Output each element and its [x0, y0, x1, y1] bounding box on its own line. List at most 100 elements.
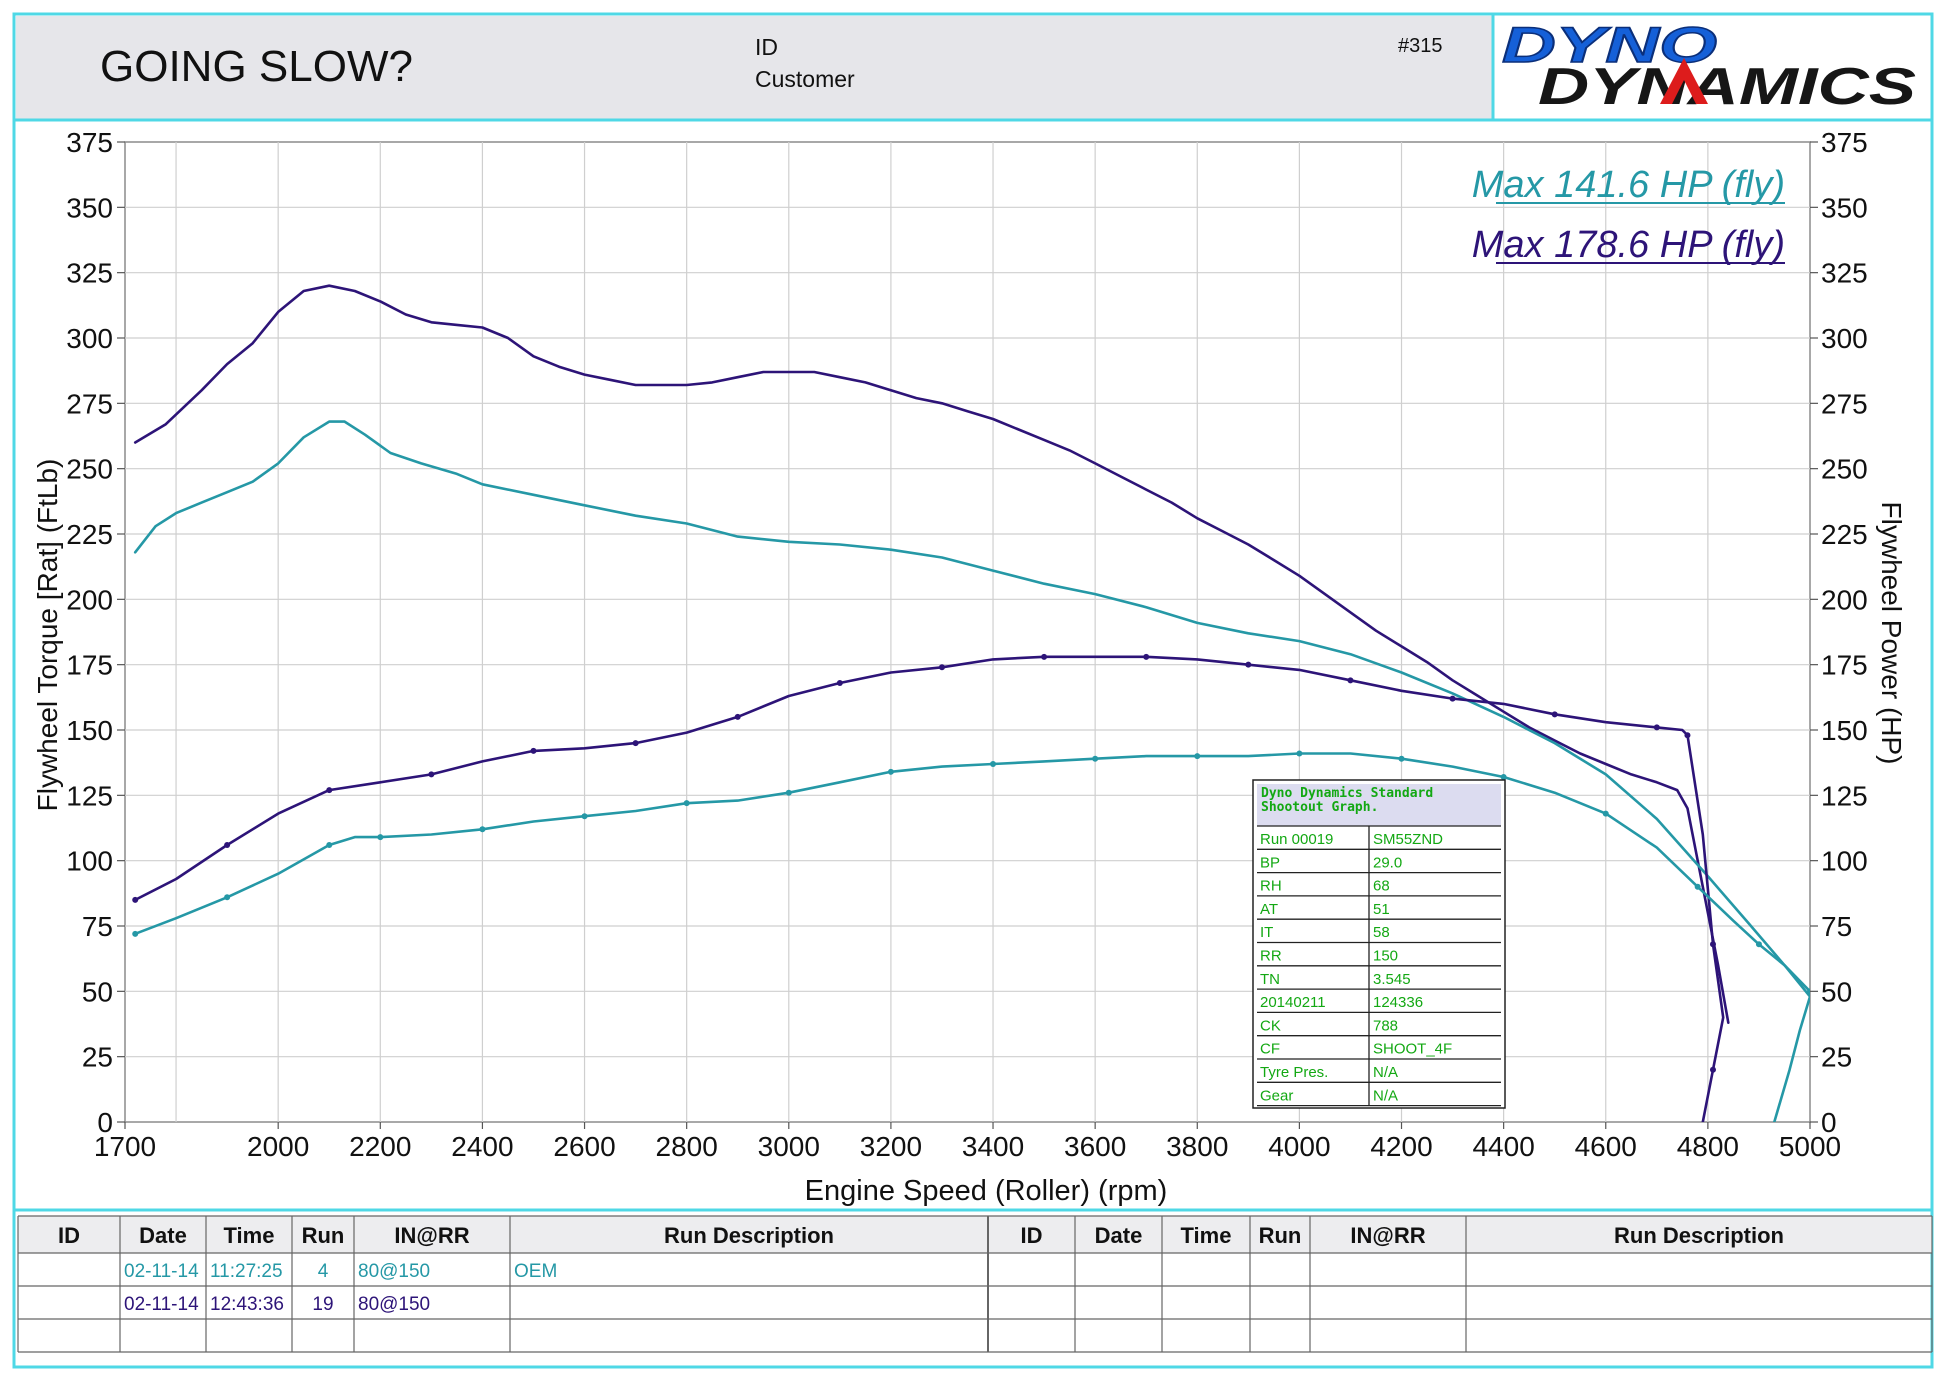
power-marker [1347, 677, 1354, 684]
y-tick-label-left: 25 [82, 1042, 113, 1073]
info-row-value: N/A [1373, 1087, 1398, 1104]
logo-background [1497, 18, 1929, 117]
y-tick-label-right: 0 [1821, 1107, 1837, 1138]
y-tick-label-right: 125 [1821, 780, 1868, 811]
info-row-value: N/A [1373, 1064, 1398, 1081]
power-marker [1709, 941, 1716, 948]
x-tick-label: 1700 [94, 1131, 156, 1162]
info-row-value: 58 [1373, 924, 1390, 941]
info-row-value: 3.545 [1373, 971, 1411, 988]
info-box-title-line1: Dyno Dynamics Standard [1261, 786, 1433, 801]
y-tick-label-left: 75 [82, 911, 113, 942]
table-cell: 12:43:36 [210, 1294, 284, 1315]
table-cell: 19 [312, 1294, 333, 1315]
info-box-frame [1252, 779, 1506, 1109]
table-header-cell: IN@RR [1350, 1223, 1425, 1248]
legend-max-hp-run19: Max 178.6 HP (fly) [1472, 224, 1785, 266]
run-table: ID Date Time Run IN@RR Run Description ID Date T… [14, 1208, 1933, 1353]
power-marker [683, 800, 690, 807]
info-box-header [1257, 784, 1501, 826]
power-marker [530, 747, 537, 754]
y-axis-label-left: Flywheel Torque [Rat] (FtLb) [32, 459, 63, 812]
y-tick-label-right: 350 [1821, 192, 1868, 223]
x-tick-label: 4200 [1370, 1131, 1432, 1162]
y-tick-label-left: 300 [66, 323, 113, 354]
y-tick-label-right: 100 [1821, 846, 1868, 877]
info-row-value: SHOOT_4F [1373, 1041, 1452, 1058]
y-tick-labels-right: 0 25 50 75 100 125 150 175 200 225 250 275 300 325 350… [1810, 127, 1868, 1138]
y-tick-label-right: 250 [1821, 454, 1868, 485]
info-row-key: TN [1260, 971, 1280, 988]
torque-curve-0 [133, 284, 1730, 1025]
info-row-key: Gear [1260, 1087, 1293, 1104]
x-tick-label: 3200 [860, 1131, 922, 1162]
power-marker [1143, 653, 1150, 660]
power-marker [1807, 988, 1810, 995]
info-row-key: BP [1260, 854, 1280, 871]
power-marker [836, 679, 843, 686]
power-marker [938, 664, 945, 671]
dyno-dynamics-logo: DYNO DYNAMICS [1497, 16, 1929, 117]
y-tick-label-right: 175 [1821, 650, 1868, 681]
power-marker [1296, 750, 1303, 757]
y-tick-label-left: 175 [66, 650, 113, 681]
x-tick-label: 2600 [553, 1131, 615, 1162]
table-header-cell: Run [1259, 1223, 1302, 1248]
power-marker [1398, 755, 1405, 762]
plot-area [124, 141, 1811, 1123]
table-header-cell: Run [302, 1223, 345, 1248]
power-marker [1245, 661, 1252, 668]
y-tick-label-right: 225 [1821, 519, 1868, 550]
power-marker [1551, 711, 1558, 718]
table-header-cell: Time [224, 1223, 275, 1248]
info-row-key: Run 00019 [1260, 831, 1333, 848]
table-header-cell: ID [58, 1223, 80, 1248]
y-axis-label-right: Flywheel Power (HP) [1876, 502, 1907, 765]
table-cell: 80@150 [358, 1294, 430, 1315]
power-marker [1194, 753, 1201, 760]
x-tick-label: 4600 [1575, 1131, 1637, 1162]
x-tick-labels: 1700 2000 2200 2400 2600 2800 3000 3200 3400 3600… [94, 1122, 1841, 1162]
info-box-title-line2: Shootout Graph. [1261, 800, 1378, 815]
y-tick-label-right: 275 [1821, 388, 1868, 419]
y-tick-label-left: 275 [66, 388, 113, 419]
power-marker [326, 787, 333, 794]
power-marker [132, 896, 139, 903]
y-tick-label-left: 225 [66, 519, 113, 550]
logo-text-dynamics: DYNAMICS [1538, 58, 1916, 116]
y-tick-label-left: 375 [66, 127, 113, 158]
torque-curve-1 [133, 420, 1810, 1122]
y-tick-label-right: 50 [1821, 976, 1852, 1007]
info-row-value: 68 [1373, 878, 1390, 895]
table-header-cell: Run Description [664, 1223, 834, 1248]
table-header-cell: Date [139, 1223, 187, 1248]
info-row-value: 29.0 [1373, 854, 1402, 871]
power-marker [428, 771, 435, 778]
power-marker [1684, 732, 1691, 739]
y-tick-label-left: 100 [66, 846, 113, 877]
x-tick-label: 4000 [1268, 1131, 1330, 1162]
y-tick-label-right: 300 [1821, 323, 1868, 354]
y-tick-label-right: 75 [1821, 911, 1852, 942]
x-tick-label: 4800 [1677, 1131, 1739, 1162]
table-cell: 02-11-14 [124, 1294, 199, 1315]
table-cell: 02-11-14 [124, 1261, 199, 1282]
info-row-key: IT [1260, 924, 1273, 941]
power-marker [887, 768, 894, 775]
info-row-key: RH [1260, 878, 1282, 895]
table-header-cell: IN@RR [394, 1223, 469, 1248]
table-cell: 4 [318, 1261, 329, 1282]
power-marker [377, 834, 384, 841]
y-tick-label-left: 200 [66, 584, 113, 615]
y-tick-label-right: 325 [1821, 258, 1868, 289]
table-header-cell: ID [1021, 1223, 1043, 1248]
y-tick-labels-left: 0 25 50 75 100 125 150 175 200 225 250 275 300 325 350… [66, 127, 125, 1138]
table-cell: 80@150 [358, 1261, 430, 1282]
y-tick-label-right: 200 [1821, 584, 1868, 615]
power-curve-2 [133, 655, 1725, 1122]
x-tick-label: 2000 [247, 1131, 309, 1162]
info-row-key: CF [1260, 1041, 1280, 1058]
info-row-value: 788 [1373, 1017, 1398, 1034]
power-marker [581, 813, 588, 820]
